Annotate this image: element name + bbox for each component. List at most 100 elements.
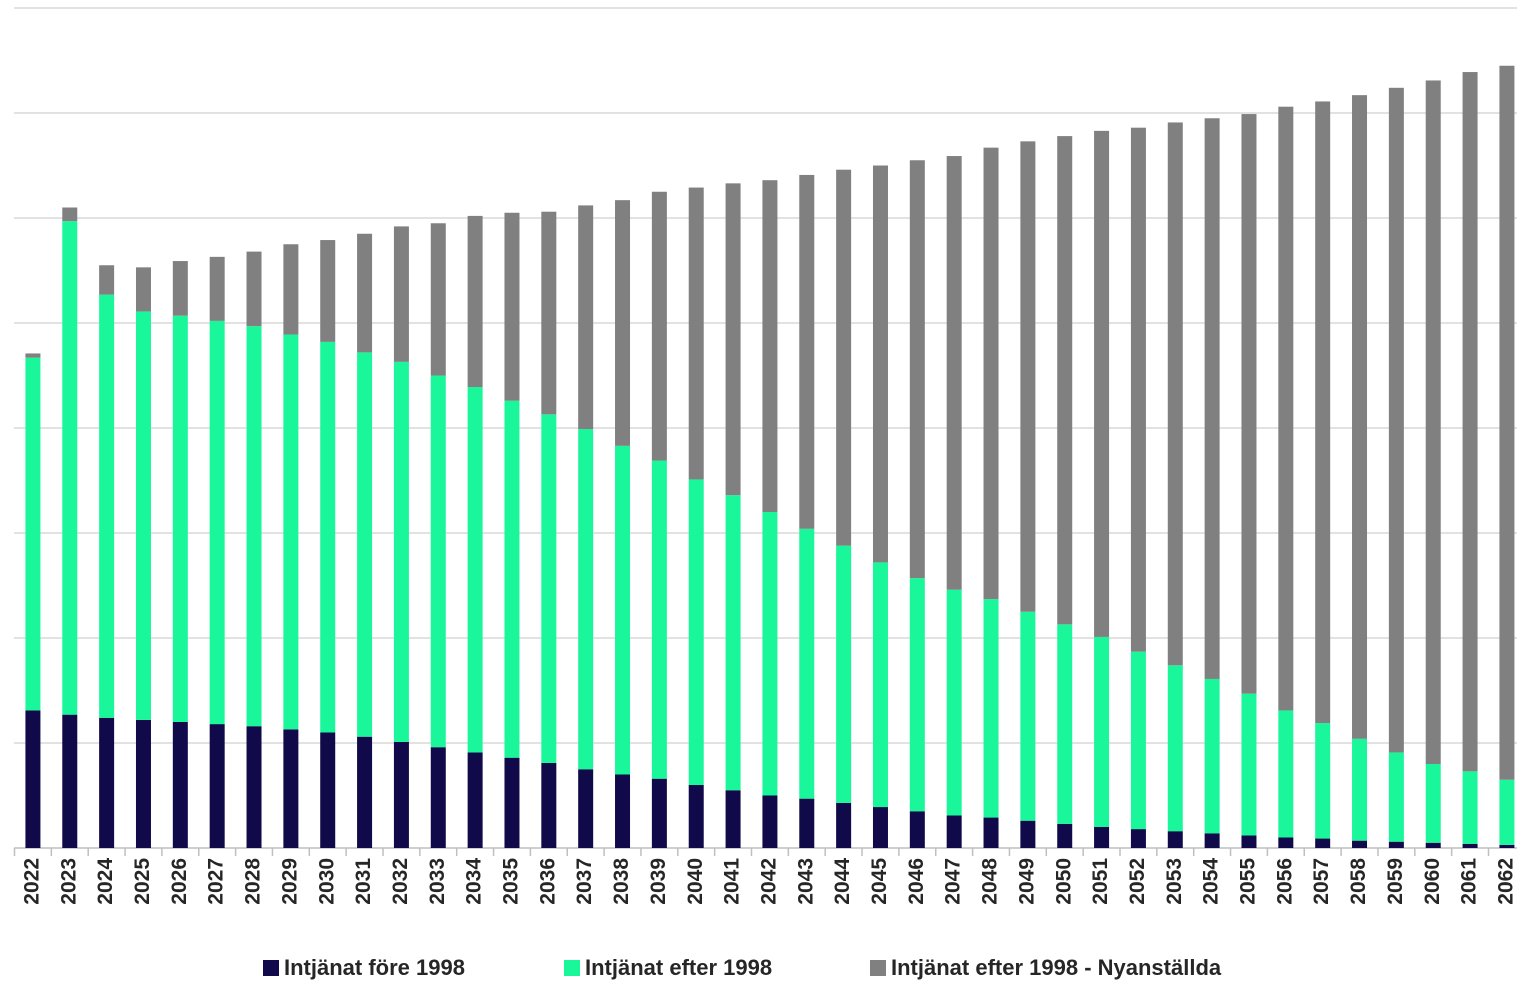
bar-segment [762,180,778,512]
bar-segment [1167,665,1183,832]
bar-segment [615,774,631,848]
bar-segment [357,352,373,737]
x-tick-label: 2025 [131,858,154,905]
bar-segment [1057,624,1073,824]
x-tick-label: 2054 [1200,858,1223,905]
bar-segment [135,719,151,848]
bar-segment [1057,136,1073,625]
bar-segment [1130,829,1146,848]
bar-segment [135,311,151,720]
bar-segment [430,223,446,376]
bar-segment [836,802,852,848]
x-tick-label: 2038 [610,858,633,905]
bar-segment [578,769,594,848]
bar-segment [725,790,741,848]
bar-segment [1462,843,1478,848]
bar-segment [283,334,299,730]
bar-segment [320,732,336,848]
x-tick-label: 2024 [94,858,117,905]
bar-segment [909,578,925,812]
bar-segment [393,361,409,742]
bar-segment [578,429,594,770]
x-tick-label: 2026 [168,858,191,905]
bar-segment [172,315,188,722]
bar-segment [983,817,999,848]
x-tick-label: 2060 [1421,858,1444,905]
bar-segment [983,147,999,600]
bar-segment [504,400,520,758]
legend-swatch [564,960,580,976]
bar-segment [1094,130,1110,637]
bar-segment [62,207,78,222]
bar-segment [1462,771,1478,844]
bar-segment [1241,114,1257,694]
bar-segment [1167,831,1183,848]
x-tick-label: 2051 [1089,858,1112,905]
bar-segment [283,729,299,848]
bar-segment [357,736,373,848]
bar-segment [1352,95,1368,739]
x-tick-label: 2040 [684,858,707,905]
bar-segment [1388,87,1404,753]
x-tick-label: 2037 [573,858,596,905]
bar-segment [983,599,999,818]
bar-segment [688,187,704,480]
x-tick-label: 2045 [868,858,891,905]
bar-segment [909,811,925,848]
x-tick-label: 2029 [278,858,301,905]
x-tick-label: 2049 [1015,858,1038,905]
bar-segment [1094,636,1110,827]
bar-segment [246,726,262,848]
bar-segment [1020,611,1036,821]
x-tick-label: 2027 [205,858,228,905]
bar-segment [504,757,520,848]
bar-segment [25,353,41,358]
bar-segment [946,589,962,816]
bar-segment [1278,837,1294,848]
bar-segment [541,211,557,415]
bar-segment [1094,827,1110,848]
legend-swatch [263,960,279,976]
bar-segment [615,445,631,775]
x-tick-label: 2034 [463,858,486,905]
bar-segment [209,320,225,725]
bar-segment [1425,80,1441,764]
bar-segment [1352,840,1368,848]
x-tick-label: 2047 [942,858,965,905]
bar-segment [99,717,115,848]
bar-segment [836,545,852,803]
bar-segment [1204,833,1220,848]
x-tick-label: 2039 [647,858,670,905]
bar-segment [1388,752,1404,842]
bar-segment [467,752,483,848]
x-tick-label: 2050 [1052,858,1075,905]
bar-segment [799,174,815,529]
bar-segment [1130,127,1146,652]
bar-segment [762,512,778,796]
bar-segment [209,256,225,321]
bar-segment [430,747,446,848]
bar-segment [209,724,225,848]
x-tick-label: 2022 [20,858,43,905]
bar-segment [1278,106,1294,711]
bar-segment [320,341,336,733]
bar-segment [578,205,594,430]
legend-label: Intjänat efter 1998 [585,955,772,980]
x-tick-label: 2031 [352,858,375,905]
x-tick-label: 2059 [1384,858,1407,905]
x-tick-label: 2046 [905,858,928,905]
bar-segment [430,375,446,748]
bar-segment [651,778,667,848]
bar-segment [872,562,888,808]
x-tick-label: 2061 [1458,858,1481,905]
bar-segment [467,215,483,388]
bar-segment [651,460,667,779]
bar-segment [1425,764,1441,843]
bar-segment [946,815,962,848]
bar-segment [99,265,115,295]
x-tick-label: 2033 [426,858,449,905]
x-tick-label: 2052 [1126,858,1149,905]
bar-segment [1425,842,1441,848]
x-tick-label: 2053 [1163,858,1186,905]
